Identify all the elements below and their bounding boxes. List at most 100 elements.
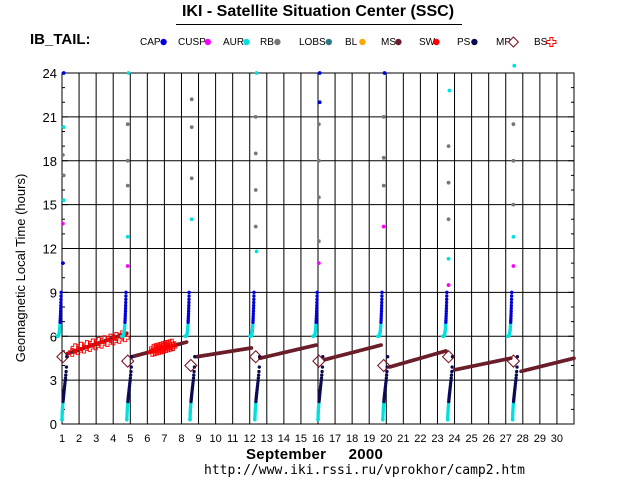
x-tick-label: 3: [93, 433, 99, 445]
data-point: [124, 300, 128, 305]
data-point: [320, 365, 325, 369]
data-point: [379, 306, 384, 311]
data-point: [128, 373, 133, 377]
data-point: [64, 365, 69, 369]
data-point: [319, 379, 323, 383]
legend-marker: [274, 38, 281, 46]
data-point: [317, 100, 322, 105]
x-tick-labels: 1 2 3 4 5 6 7 8 9 10 11 12 13 14 15 16 17 18 19 20 21 22 23 24 2…: [59, 433, 563, 445]
y-axis-label: Geomagnetic Local Time (hours): [13, 174, 28, 363]
data-point: [60, 221, 65, 226]
legend-label: PS: [457, 37, 471, 48]
data-point: [166, 342, 176, 352]
source-url[interactable]: http://www.iki.rssi.ru/vprokhor/camp2.ht…: [204, 463, 525, 478]
data-point: [125, 264, 130, 268]
data-point: [315, 294, 319, 298]
boundary-marker: [56, 350, 70, 364]
data-point: [444, 303, 449, 308]
data-point: [254, 249, 259, 254]
y-tick-label: 3: [50, 373, 57, 388]
data-point: [61, 198, 66, 203]
legend-label: BS: [534, 37, 548, 48]
data-point: [316, 261, 321, 266]
data-point: [450, 369, 454, 374]
data-point: [192, 373, 196, 377]
x-tick-label: 23: [431, 433, 443, 445]
data-point: [380, 300, 384, 305]
data-point: [253, 114, 258, 119]
data-point: [515, 365, 519, 369]
data-point: [58, 309, 63, 313]
data-point: [380, 297, 384, 302]
x-tick-label: 11: [227, 433, 238, 445]
data-point: [315, 290, 319, 295]
x-tick-label: 10: [209, 433, 221, 445]
data-point: [60, 153, 65, 157]
data-point: [256, 376, 261, 380]
data-point: [314, 309, 319, 313]
data-point: [192, 365, 197, 369]
legend-label: MP: [496, 37, 511, 48]
x-tick-label: 1: [59, 433, 65, 445]
data-point: [513, 381, 518, 386]
data-point: [251, 311, 256, 316]
data-point: [256, 381, 260, 386]
boundary-marker: [248, 350, 263, 364]
data-point: [167, 338, 177, 348]
x-tick-label: 13: [261, 433, 273, 445]
x-tick-label: 30: [551, 433, 563, 445]
data-point: [511, 158, 516, 163]
y-tick-label: 0: [50, 417, 57, 432]
data-point: [184, 340, 189, 344]
data-point: [444, 314, 448, 318]
legend-marker: [433, 38, 440, 46]
data-point: [125, 183, 130, 188]
legend-label: BL: [345, 37, 358, 48]
x-tick-label: 19: [363, 433, 375, 445]
data-point: [314, 343, 319, 347]
x-tick-label: 4: [110, 433, 116, 445]
data-point: [384, 373, 389, 377]
data-point: [572, 356, 576, 360]
data-point: [59, 300, 63, 305]
data-point: [61, 71, 66, 75]
data-point: [446, 144, 451, 149]
data-point: [128, 381, 132, 386]
data-point: [252, 294, 256, 298]
year: 2000: [348, 446, 384, 463]
data-point: [124, 297, 128, 302]
data-point: [385, 369, 389, 374]
x-tick-label: 17: [329, 433, 341, 445]
data-point: [59, 290, 63, 295]
data-point: [385, 355, 390, 359]
data-point: [189, 97, 194, 102]
data-point: [128, 379, 132, 383]
dataset-label: IB_TAIL:: [30, 31, 91, 48]
data-point: [129, 369, 133, 374]
data-point: [315, 297, 319, 302]
data-point: [128, 376, 133, 380]
data-point: [509, 300, 514, 305]
title-underline: [176, 24, 462, 25]
data-point: [187, 303, 191, 308]
y-tick-label: 6: [50, 329, 57, 344]
data-point: [256, 379, 260, 383]
x-tick-label: 7: [161, 433, 167, 445]
boundary-marker: [441, 350, 456, 364]
x-tick-label: 14: [278, 433, 290, 445]
data-point: [379, 311, 384, 316]
legend-label: AUR: [223, 37, 244, 48]
data-point: [320, 373, 324, 377]
data-point: [315, 306, 319, 311]
legend-marker: [395, 38, 402, 46]
legend-marker: [546, 37, 557, 47]
data-point: [126, 71, 131, 75]
data-point: [59, 294, 63, 298]
data-point: [445, 290, 449, 295]
chart-title: IKI - Satellite Situation Center (SSC): [181, 3, 455, 20]
y-tick-label: 15: [43, 198, 57, 213]
x-tick-label: 29: [534, 433, 546, 445]
data-point: [61, 125, 66, 130]
data-point: [192, 369, 196, 374]
data-point: [251, 314, 255, 318]
